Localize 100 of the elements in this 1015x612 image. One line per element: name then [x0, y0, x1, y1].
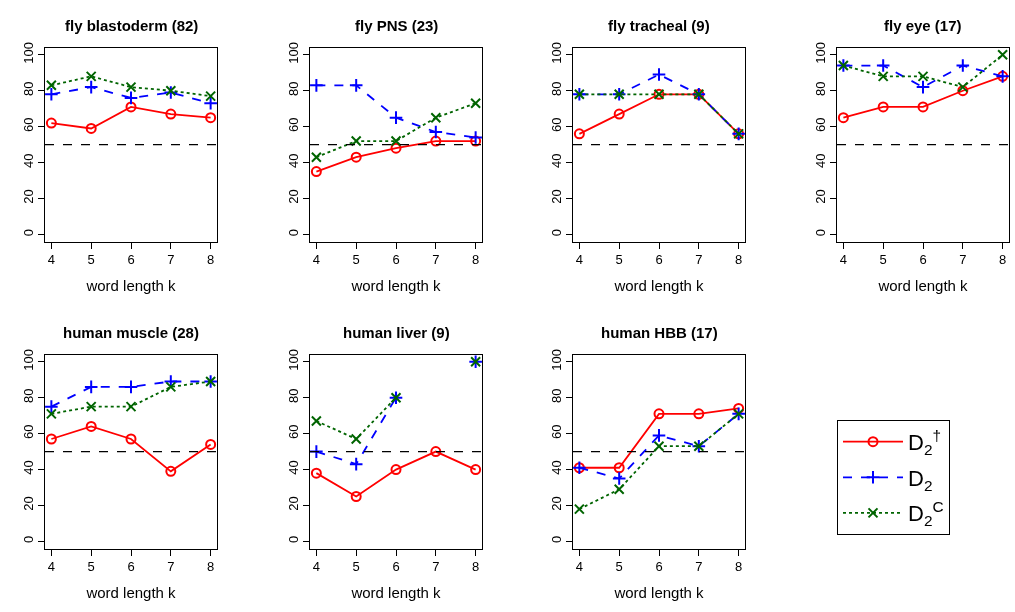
- y-tick-label: 100: [285, 41, 301, 64]
- point: [310, 166, 322, 178]
- x-tick-label: 7: [432, 559, 440, 575]
- x-axis-title: word length k: [613, 277, 705, 295]
- x-tick-label: 7: [167, 252, 175, 268]
- y-tick-label: 80: [548, 81, 564, 96]
- point: [310, 415, 322, 427]
- point: [310, 467, 322, 479]
- y-tick-label: 0: [285, 228, 301, 237]
- point: [428, 124, 444, 140]
- x-tick-label: 8: [207, 252, 215, 268]
- point: [350, 491, 362, 502]
- legend-label: D$_{2}$: [908, 465, 933, 494]
- point: [611, 471, 627, 486]
- y-tick-label: 40: [548, 153, 564, 168]
- y-tick-label: 20: [285, 496, 301, 511]
- x-tick-label: 6: [655, 559, 663, 575]
- y-tick-label: 60: [548, 117, 564, 132]
- y-tick-label: 60: [20, 424, 36, 439]
- y-tick-label: 20: [285, 189, 301, 204]
- y-tick-label: 60: [548, 424, 564, 439]
- point: [125, 401, 137, 413]
- x-tick-label: 5: [87, 559, 95, 575]
- x-axis-title: word length k: [877, 277, 969, 295]
- point: [613, 483, 625, 495]
- y-tick-label: 20: [812, 189, 828, 204]
- x-tick-label: 4: [312, 252, 320, 268]
- point: [613, 462, 625, 474]
- x-tick-label: 7: [695, 559, 703, 575]
- chart-title: human muscle (28): [63, 324, 199, 341]
- x-tick-label: 7: [167, 559, 175, 575]
- point: [877, 101, 889, 113]
- chart-title: human HBB (17): [601, 324, 718, 341]
- y-tick-label: 40: [285, 153, 301, 168]
- y-tick-label: 80: [285, 81, 301, 96]
- x-tick-label: 5: [352, 252, 360, 268]
- x-axis-title: word length k: [85, 277, 177, 295]
- point: [44, 87, 59, 102]
- point: [309, 444, 324, 459]
- point: [917, 101, 929, 113]
- x-tick-label: 5: [615, 252, 623, 268]
- y-tick-label: 0: [20, 535, 36, 544]
- x-tick-label: 8: [735, 559, 743, 575]
- x-tick-label: 4: [575, 559, 583, 575]
- x-tick-label: 4: [312, 559, 320, 575]
- y-tick-label: 80: [812, 81, 828, 96]
- point: [430, 446, 442, 458]
- point: [917, 70, 929, 82]
- point: [573, 503, 585, 515]
- point: [653, 408, 665, 420]
- point: [310, 151, 322, 163]
- point: [45, 79, 57, 91]
- y-tick-label: 0: [548, 535, 564, 544]
- point: [309, 78, 324, 93]
- x-tick-label: 8: [472, 252, 480, 268]
- y-tick-label: 100: [548, 41, 564, 64]
- point: [350, 135, 362, 147]
- y-tick-label: 60: [285, 424, 301, 439]
- point: [165, 381, 177, 393]
- point: [693, 408, 705, 420]
- y-tick-label: 40: [548, 460, 564, 475]
- y-tick-label: 100: [548, 348, 564, 371]
- y-tick-label: 40: [285, 460, 301, 475]
- x-tick-label: 6: [127, 559, 135, 575]
- point: [613, 108, 625, 120]
- point: [45, 433, 57, 445]
- x-tick-label: 5: [879, 252, 887, 268]
- y-tick-label: 80: [548, 388, 564, 403]
- x-tick-label: 6: [655, 252, 663, 268]
- y-tick-label: 0: [812, 228, 828, 237]
- point: [430, 112, 442, 124]
- chart-title: fly eye (17): [884, 17, 962, 34]
- x-tick-label: 6: [392, 252, 400, 268]
- y-tick-label: 40: [812, 153, 828, 168]
- point: [125, 101, 137, 113]
- point: [573, 128, 585, 140]
- point: [348, 456, 364, 472]
- point: [348, 78, 364, 93]
- point: [205, 90, 217, 102]
- point: [205, 112, 217, 124]
- point: [875, 58, 891, 73]
- point: [205, 438, 217, 450]
- point: [123, 90, 139, 106]
- point: [915, 79, 931, 95]
- x-tick-label: 8: [207, 559, 215, 575]
- x-axis-title: word length k: [350, 584, 442, 602]
- chart-title: human liver (9): [343, 324, 450, 341]
- point: [877, 70, 889, 82]
- x-tick-label: 6: [919, 252, 927, 268]
- point: [955, 58, 971, 73]
- point: [85, 122, 97, 134]
- x-tick-label: 5: [87, 252, 95, 268]
- x-tick-label: 8: [735, 252, 743, 268]
- y-tick-label: 100: [812, 41, 828, 64]
- point: [85, 420, 97, 432]
- point: [651, 428, 667, 443]
- point: [44, 399, 59, 414]
- point: [83, 79, 99, 95]
- point: [123, 379, 139, 395]
- point: [350, 151, 362, 163]
